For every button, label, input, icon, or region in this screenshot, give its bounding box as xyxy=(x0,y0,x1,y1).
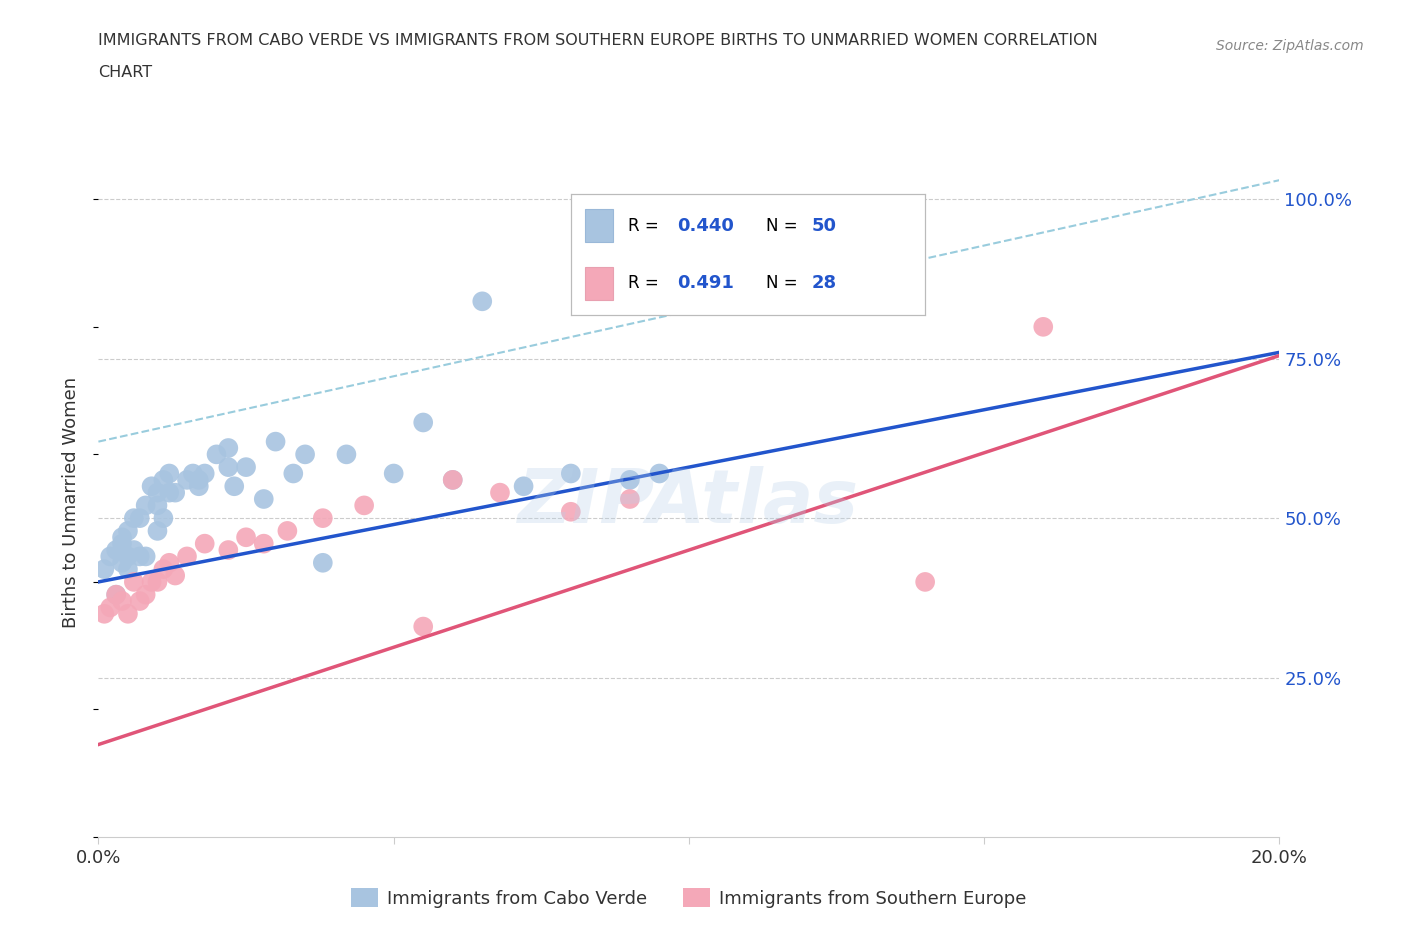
Point xyxy=(176,549,198,564)
Point xyxy=(146,498,169,512)
Point xyxy=(489,485,512,500)
Point xyxy=(181,466,204,481)
Point xyxy=(152,562,174,577)
Point xyxy=(176,472,198,487)
Point xyxy=(512,479,534,494)
Point xyxy=(335,447,357,462)
Text: ZIPAtlas: ZIPAtlas xyxy=(519,466,859,538)
Point xyxy=(141,479,163,494)
Point xyxy=(194,537,217,551)
Legend: Immigrants from Cabo Verde, Immigrants from Southern Europe: Immigrants from Cabo Verde, Immigrants f… xyxy=(344,882,1033,915)
Point xyxy=(111,537,134,551)
Point xyxy=(560,504,582,519)
Point xyxy=(217,441,239,456)
Point xyxy=(217,542,239,557)
Text: Source: ZipAtlas.com: Source: ZipAtlas.com xyxy=(1216,39,1364,53)
Point xyxy=(122,511,145,525)
Point xyxy=(152,511,174,525)
Y-axis label: Births to Unmarried Women: Births to Unmarried Women xyxy=(62,377,80,628)
Point xyxy=(187,472,209,487)
Text: IMMIGRANTS FROM CABO VERDE VS IMMIGRANTS FROM SOUTHERN EUROPE BIRTHS TO UNMARRIE: IMMIGRANTS FROM CABO VERDE VS IMMIGRANTS… xyxy=(98,33,1098,47)
Point xyxy=(253,537,276,551)
Point xyxy=(678,294,700,309)
Point xyxy=(253,492,276,507)
Point xyxy=(111,555,134,570)
Point xyxy=(235,530,257,545)
Point xyxy=(1032,319,1054,334)
Point xyxy=(157,555,180,570)
Point xyxy=(105,587,128,602)
Point xyxy=(105,542,128,557)
Point xyxy=(146,524,169,538)
Point xyxy=(135,498,157,512)
Point xyxy=(235,459,257,474)
Point xyxy=(412,619,434,634)
Point xyxy=(441,472,464,487)
Point xyxy=(146,575,169,590)
Point xyxy=(648,466,671,481)
Point xyxy=(117,524,139,538)
Point xyxy=(165,568,187,583)
Point xyxy=(157,466,180,481)
Point xyxy=(194,466,217,481)
Point xyxy=(217,459,239,474)
Point xyxy=(128,549,150,564)
Point xyxy=(93,562,115,577)
Point xyxy=(135,587,157,602)
Point xyxy=(93,606,115,621)
Point xyxy=(619,492,641,507)
Point xyxy=(122,542,145,557)
Point xyxy=(312,511,335,525)
Point xyxy=(152,472,174,487)
Point xyxy=(294,447,316,462)
Point xyxy=(117,606,139,621)
Point xyxy=(353,498,375,512)
Point xyxy=(157,485,180,500)
Point xyxy=(560,466,582,481)
Point xyxy=(224,479,246,494)
Text: CHART: CHART xyxy=(98,65,152,80)
Point xyxy=(471,294,494,309)
Point xyxy=(283,466,305,481)
Point xyxy=(111,530,134,545)
Point xyxy=(205,447,228,462)
Point xyxy=(165,485,187,500)
Point xyxy=(146,485,169,500)
Point xyxy=(312,555,335,570)
Point xyxy=(105,587,128,602)
Point xyxy=(441,472,464,487)
Point xyxy=(98,600,121,615)
Point xyxy=(122,575,145,590)
Point xyxy=(264,434,287,449)
Point xyxy=(135,549,157,564)
Point xyxy=(117,562,139,577)
Point xyxy=(382,466,405,481)
Point xyxy=(141,575,163,590)
Point xyxy=(619,472,641,487)
Point xyxy=(276,524,298,538)
Point xyxy=(412,415,434,430)
Point xyxy=(128,511,150,525)
Point xyxy=(117,549,139,564)
Point xyxy=(98,549,121,564)
Point xyxy=(914,575,936,590)
Point xyxy=(187,479,209,494)
Point xyxy=(111,593,134,608)
Point xyxy=(128,593,150,608)
